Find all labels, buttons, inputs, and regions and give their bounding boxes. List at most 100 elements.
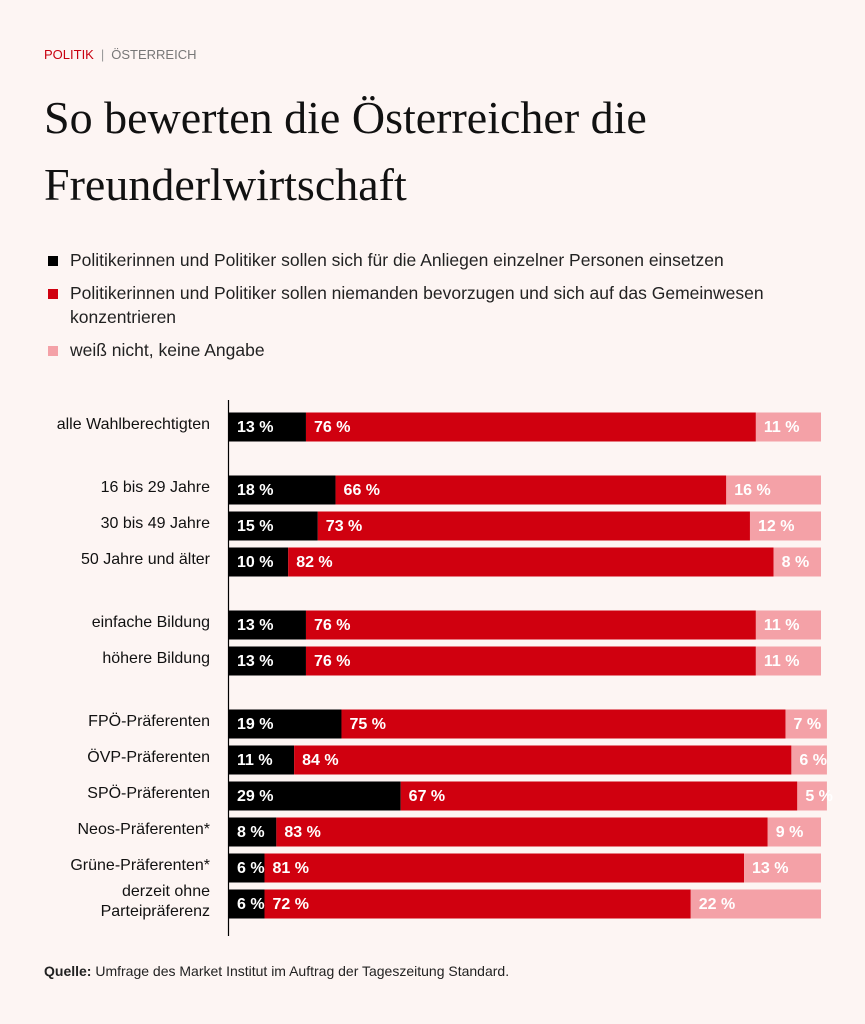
value-label: 72 % <box>273 896 309 913</box>
legend-label: Politikerinnen und Politiker sollen niem… <box>70 283 764 327</box>
subsection: ÖSTERREICH <box>111 47 197 62</box>
value-label: 11 % <box>237 752 273 769</box>
kicker: POLITIK | ÖSTERREICH <box>44 47 197 62</box>
category-label: 30 bis 49 Jahre <box>100 515 210 532</box>
value-label: 29 % <box>237 788 273 805</box>
bar-segment <box>755 646 821 676</box>
value-label: 13 % <box>237 653 273 670</box>
bar-segment <box>229 610 306 640</box>
value-label: 11 % <box>764 419 800 436</box>
bar-segment <box>335 475 727 505</box>
bar-segment <box>229 745 295 775</box>
value-label: 11 % <box>764 653 800 670</box>
section: POLITIK <box>44 47 94 62</box>
bar-segment <box>276 817 768 847</box>
value-label: 11 % <box>764 617 800 634</box>
bar-segment <box>229 547 289 577</box>
bar-segment <box>791 745 827 775</box>
legend-label: Politikerinnen und Politiker sollen sich… <box>70 250 724 270</box>
bar-segment <box>229 646 306 676</box>
value-label: 67 % <box>409 788 445 805</box>
value-label: 76 % <box>314 419 350 436</box>
value-label: 6 % <box>237 896 265 913</box>
bar-segment <box>797 781 827 811</box>
bar-segment <box>400 781 798 811</box>
bar-segment <box>294 745 792 775</box>
value-label: 73 % <box>326 518 362 535</box>
value-label: 8 % <box>782 554 810 571</box>
bar-segment <box>229 781 401 811</box>
category-label: FPÖ-Präferenten <box>88 713 210 730</box>
value-label: 16 % <box>734 482 770 499</box>
bar-segment <box>755 412 821 442</box>
value-label: 81 % <box>273 860 309 877</box>
bar-segment <box>229 475 336 505</box>
value-label: 6 % <box>237 860 265 877</box>
category-label: ÖVP-Präferenten <box>87 749 210 766</box>
bar-segment <box>229 889 265 919</box>
category-label: SPÖ-Präferenten <box>87 785 210 802</box>
category-label: derzeit ohne Parteipräferenz <box>100 883 210 920</box>
bar-segment <box>229 511 318 541</box>
value-label: 83 % <box>284 824 320 841</box>
bar-segment <box>755 610 821 640</box>
value-label: 12 % <box>758 518 794 535</box>
bar-segment <box>229 817 277 847</box>
bar-segment <box>749 511 821 541</box>
bar-segment <box>785 709 827 739</box>
category-label: höhere Bildung <box>102 650 210 667</box>
value-label: 13 % <box>752 860 788 877</box>
source-text: Umfrage des Market Institut im Auftrag d… <box>95 963 510 979</box>
value-label: 75 % <box>349 716 385 733</box>
value-label: 66 % <box>344 482 380 499</box>
value-label: 6 % <box>799 752 827 769</box>
source: Quelle: Umfrage des Market Institut im A… <box>44 963 509 979</box>
legend-item: Politikerinnen und Politiker sollen sich… <box>48 248 828 272</box>
legend-item: weiß nicht, keine Angabe <box>48 338 828 362</box>
bar-segment <box>726 475 821 505</box>
bar-segment <box>744 853 821 883</box>
bar-segment <box>305 646 756 676</box>
bar-segment <box>773 547 821 577</box>
value-label: 13 % <box>237 419 273 436</box>
value-label: 84 % <box>302 752 338 769</box>
value-label: 22 % <box>699 896 735 913</box>
value-label: 19 % <box>237 716 273 733</box>
value-label: 76 % <box>314 653 350 670</box>
bar-segment <box>317 511 750 541</box>
value-label: 76 % <box>314 617 350 634</box>
bar-segment <box>229 853 265 883</box>
value-label: 10 % <box>237 554 273 571</box>
value-label: 15 % <box>237 518 273 535</box>
category-label: alle Wahlberechtigten <box>56 416 210 433</box>
bar-segment <box>288 547 774 577</box>
legend: Politikerinnen und Politiker sollen sich… <box>48 248 828 371</box>
bar-segment <box>229 709 342 739</box>
value-label: 7 % <box>793 716 821 733</box>
legend-item: Politikerinnen und Politiker sollen niem… <box>48 281 828 329</box>
legend-swatch <box>48 289 58 299</box>
source-label: Quelle: <box>44 963 92 979</box>
value-label: 5 % <box>805 788 833 805</box>
legend-swatch <box>48 346 58 356</box>
value-label: 13 % <box>237 617 273 634</box>
category-label: Grüne-Präferenten* <box>70 857 210 874</box>
category-label: 16 bis 29 Jahre <box>100 479 210 496</box>
bar-segment <box>767 817 821 847</box>
bar-segment <box>229 412 306 442</box>
bar-segment <box>264 889 691 919</box>
value-label: 8 % <box>237 824 265 841</box>
value-label: 9 % <box>776 824 804 841</box>
bar-segment <box>305 412 756 442</box>
value-label: 82 % <box>296 554 332 571</box>
category-label: Neos-Präferenten* <box>77 821 210 838</box>
legend-swatch <box>48 256 58 266</box>
bar-segment <box>690 889 821 919</box>
bar-segment <box>341 709 786 739</box>
category-label: 50 Jahre und älter <box>81 551 210 568</box>
category-label: einfache Bildung <box>91 614 210 631</box>
bar-segment <box>264 853 745 883</box>
legend-label: weiß nicht, keine Angabe <box>70 340 265 360</box>
bar-segment <box>305 610 756 640</box>
